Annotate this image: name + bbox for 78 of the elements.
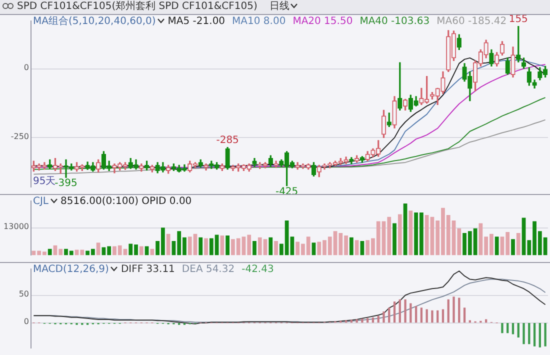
legend-title: MA组合(5,10,20,40,60,0) bbox=[33, 16, 156, 27]
bar bbox=[198, 237, 203, 256]
bar bbox=[484, 319, 488, 323]
legend-label: DIFF 33.11 bbox=[120, 264, 175, 275]
bar bbox=[150, 248, 154, 256]
bar bbox=[516, 233, 520, 256]
bar bbox=[204, 238, 208, 256]
annotation: 155 bbox=[508, 14, 528, 25]
bar bbox=[426, 309, 428, 323]
bar bbox=[366, 318, 369, 323]
bar bbox=[356, 319, 358, 323]
bar bbox=[393, 302, 396, 323]
annotation: -395 bbox=[54, 178, 78, 190]
bar bbox=[522, 323, 525, 344]
bar bbox=[361, 318, 364, 323]
text: MA60 -185.42 bbox=[436, 16, 507, 27]
bar bbox=[139, 246, 144, 256]
bar bbox=[403, 204, 408, 256]
bar bbox=[166, 234, 170, 256]
bar bbox=[382, 311, 385, 323]
text: MA20 15.50 bbox=[292, 16, 353, 27]
bar bbox=[414, 306, 418, 323]
bar bbox=[268, 237, 273, 256]
text: MA40 -103.63 bbox=[360, 16, 430, 27]
bar bbox=[96, 242, 100, 256]
bar bbox=[350, 320, 353, 323]
bar bbox=[517, 323, 520, 338]
bar bbox=[431, 310, 434, 323]
y-tick-label: 13000 bbox=[4, 222, 29, 232]
bar bbox=[408, 210, 413, 256]
bar bbox=[220, 236, 224, 256]
bar bbox=[512, 323, 514, 334]
bar bbox=[226, 236, 230, 256]
bar bbox=[494, 236, 499, 256]
bar bbox=[501, 323, 504, 334]
y-tick-label: -250 bbox=[10, 132, 29, 141]
chart-subtitle: 8516.00(0:100) OPID 0.00 bbox=[60, 196, 192, 207]
bar bbox=[436, 310, 439, 323]
bar bbox=[506, 323, 509, 334]
bar bbox=[398, 299, 401, 323]
bar bbox=[398, 214, 402, 256]
chart-title: CJL bbox=[33, 196, 49, 207]
bar bbox=[290, 236, 294, 256]
bar bbox=[354, 240, 359, 256]
text: MA5 -21.00 bbox=[168, 16, 226, 27]
bar bbox=[48, 248, 52, 256]
bar bbox=[372, 318, 374, 323]
bar bbox=[404, 299, 406, 323]
bar bbox=[458, 298, 460, 323]
bar bbox=[410, 303, 412, 323]
bar bbox=[533, 323, 536, 346]
text: -42.43 bbox=[242, 264, 274, 275]
bar bbox=[528, 323, 530, 344]
bar bbox=[420, 308, 423, 323]
bar bbox=[388, 308, 390, 323]
bar bbox=[274, 240, 278, 256]
bar bbox=[463, 308, 466, 323]
bar bbox=[538, 323, 541, 348]
chart-title: SPD CF101&CF105(郑州套利 SPD CF101&CF105) bbox=[17, 1, 258, 12]
bar bbox=[442, 309, 444, 323]
y-tick-label: 0 bbox=[24, 63, 29, 72]
bar bbox=[544, 323, 546, 346]
bar bbox=[452, 296, 455, 323]
bar bbox=[511, 239, 515, 256]
y-tick-label: 50 bbox=[18, 289, 29, 298]
annotation: 95天 bbox=[33, 176, 56, 187]
bar bbox=[144, 246, 149, 256]
annotation: -285 bbox=[216, 134, 239, 146]
bar bbox=[392, 223, 396, 256]
chart-subtitle: 日线 bbox=[269, 1, 290, 12]
bar bbox=[349, 237, 354, 256]
bar bbox=[447, 299, 450, 323]
text: MA10 8.00 bbox=[232, 16, 286, 27]
chart-title: MACD(12,26,9) bbox=[33, 264, 109, 275]
bar bbox=[252, 240, 256, 256]
text: DEA 54.32 bbox=[182, 264, 235, 275]
y-tick-label: 0 bbox=[24, 316, 29, 326]
bar bbox=[312, 242, 316, 256]
